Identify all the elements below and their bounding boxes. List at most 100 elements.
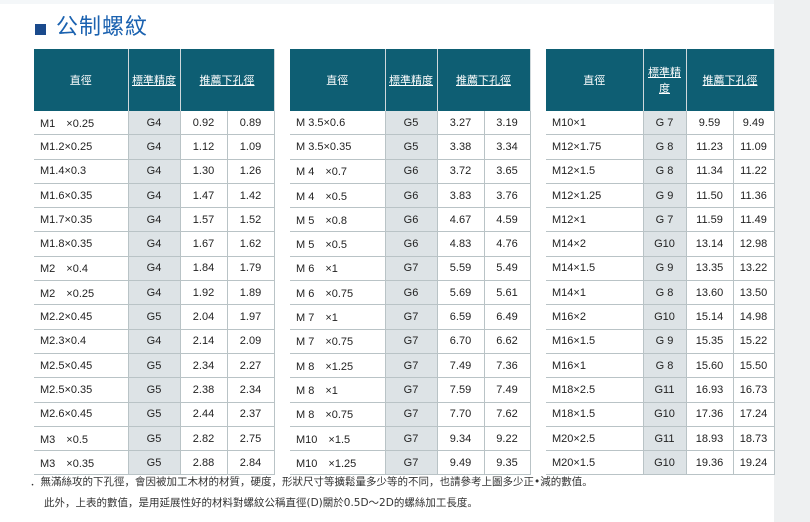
thread-size-cell: M1.2×0.25 [34, 134, 129, 160]
footnotes: ．無滿絲攻的下孔徑，會因被加工木材的材質，硬度，形狀尺寸等擴鬆量多少等的不同，也… [30, 472, 593, 514]
drill-max-cell: 2.09 [227, 329, 275, 354]
drill-max-cell: 7.49 [484, 377, 531, 403]
thread-size-cell: M12×1.75 [546, 134, 644, 160]
drill-max-cell: 18.73 [733, 426, 775, 452]
drill-max-cell: 15.22 [733, 329, 775, 354]
thread-size-cell: M2.3×0.4 [34, 329, 129, 354]
thread-size-cell: M 8 ×0.75 [290, 402, 386, 427]
grade-cell: G 9 [643, 256, 687, 282]
table-row: M 8 ×0.75 G7 7.70 7.62 [290, 402, 531, 427]
thread-size-cell: M1.4×0.3 [34, 159, 129, 184]
drill-min-cell: 7.59 [437, 377, 485, 403]
thread-size-cell: M1.7×0.35 [34, 207, 129, 233]
grade-cell: G10 [643, 402, 687, 427]
grade-cell: G5 [128, 353, 181, 379]
grade-cell: G5 [385, 134, 438, 160]
thread-size-cell: M 6 ×1 [290, 256, 386, 282]
drill-min-cell: 16.93 [686, 377, 734, 403]
thread-table-1: 直徑 標準精度 推薦下孔徑 M1 ×0.25 G4 0.92 0.89 M1.2×0.2… [34, 49, 275, 476]
table-row: M18×1.5 G10 17.36 17.24 [546, 402, 775, 427]
drill-min-cell: 5.69 [437, 280, 485, 306]
grade-cell: G11 [643, 377, 687, 403]
table-row: M 6 ×1 G7 5.59 5.49 [290, 256, 531, 282]
drill-max-cell: 6.49 [484, 304, 531, 330]
grade-cell: G 8 [643, 280, 687, 306]
grade-cell: G7 [385, 329, 438, 354]
drill-min-cell: 5.59 [437, 256, 485, 282]
drill-max-cell: 11.09 [733, 134, 775, 160]
thread-size-cell: M 7 ×0.75 [290, 329, 386, 354]
drill-max-cell: 12.98 [733, 231, 775, 257]
table-row: M1 ×0.25 G4 0.92 0.89 [34, 111, 275, 136]
thread-size-cell: M14×2 [546, 231, 644, 257]
section-heading: 公制螺紋 [35, 10, 148, 40]
table-body: M1 ×0.25 G4 0.92 0.89 M1.2×0.25 G4 1.12 1.09 M1.… [34, 111, 275, 476]
drill-min-cell: 1.84 [180, 256, 228, 282]
table-row: M3 ×0.35 G5 2.88 2.84 [34, 450, 275, 476]
grade-cell: G4 [128, 183, 181, 209]
drill-max-cell: 1.79 [227, 256, 275, 282]
drill-min-cell: 2.44 [180, 402, 228, 427]
drill-min-cell: 1.30 [180, 159, 228, 184]
footnote-line: 此外，上表的數值，是用延展性好的材料對螺紋公稱直徑(D)關於0.5D～2D的螺絲… [44, 497, 478, 509]
header-drill: 推薦下孔徑 [437, 49, 531, 111]
table-row: M 4 ×0.7 G6 3.72 3.65 [290, 159, 531, 184]
thread-size-cell: M10×1 [546, 111, 644, 136]
table-row: M10 ×1.5 G7 9.34 9.22 [290, 426, 531, 452]
table-row: M14×1 G 8 13.60 13.50 [546, 280, 775, 306]
grade-cell: G7 [385, 256, 438, 282]
grade-cell: G6 [385, 207, 438, 233]
table-row: M2.5×0.35 G5 2.38 2.34 [34, 377, 275, 403]
thread-size-cell: M 4 ×0.7 [290, 159, 386, 184]
table-row: M10 ×1.25 G7 9.49 9.35 [290, 450, 531, 476]
drill-max-cell: 9.22 [484, 426, 531, 452]
drill-max-cell: 6.62 [484, 329, 531, 354]
table-row: M 7 ×0.75 G7 6.70 6.62 [290, 329, 531, 354]
table-row: M 7 ×1 G7 6.59 6.49 [290, 304, 531, 330]
table-row: M1.6×0.35 G4 1.47 1.42 [34, 183, 275, 209]
drill-max-cell: 7.62 [484, 402, 531, 427]
drill-max-cell: 3.19 [484, 111, 531, 136]
table-row: M 3.5×0.35 G5 3.38 3.34 [290, 134, 531, 160]
grade-cell: G 9 [643, 183, 687, 209]
drill-min-cell: 9.49 [437, 450, 485, 476]
grade-cell: G4 [128, 134, 181, 160]
thread-size-cell: M2 ×0.4 [34, 256, 129, 282]
table-row: M1.2×0.25 G4 1.12 1.09 [34, 134, 275, 160]
header-grade: 標準精度 [385, 49, 438, 111]
grade-cell: G5 [128, 426, 181, 452]
grade-cell: G10 [643, 231, 687, 257]
thread-size-cell: M 3.5×0.6 [290, 111, 386, 136]
thread-size-cell: M 4 ×0.5 [290, 183, 386, 209]
drill-min-cell: 17.36 [686, 402, 734, 427]
header-size: 直徑 [34, 49, 129, 111]
thread-size-cell: M3 ×0.35 [34, 450, 129, 476]
drill-max-cell: 15.50 [733, 353, 775, 379]
table-body: M 3.5×0.6 G5 3.27 3.19 M 3.5×0.35 G5 3.38 3.34 M… [290, 111, 531, 476]
grade-cell: G7 [385, 304, 438, 330]
table-row: M 5 ×0.5 G6 4.83 4.76 [290, 231, 531, 257]
grade-cell: G 7 [643, 207, 687, 233]
thread-size-cell: M2.2×0.45 [34, 304, 129, 330]
drill-max-cell: 16.73 [733, 377, 775, 403]
table-row: M2.2×0.45 G5 2.04 1.97 [34, 304, 275, 330]
drill-max-cell: 3.34 [484, 134, 531, 160]
drill-min-cell: 7.70 [437, 402, 485, 427]
thread-size-cell: M 8 ×1.25 [290, 353, 386, 379]
top-strip [0, 0, 810, 4]
drill-max-cell: 2.84 [227, 450, 275, 476]
grade-cell: G4 [128, 207, 181, 233]
thread-size-cell: M12×1.25 [546, 183, 644, 209]
drill-max-cell: 13.22 [733, 256, 775, 282]
grade-cell: G5 [128, 450, 181, 476]
thread-size-cell: M16×1 [546, 353, 644, 379]
drill-min-cell: 13.35 [686, 256, 734, 282]
thread-size-cell: M 8 ×1 [290, 377, 386, 403]
thread-size-cell: M20×2.5 [546, 426, 644, 452]
drill-min-cell: 11.59 [686, 207, 734, 233]
table-row: M 8 ×1.25 G7 7.49 7.36 [290, 353, 531, 379]
table-row: M2 ×0.4 G4 1.84 1.79 [34, 256, 275, 282]
drill-max-cell: 5.61 [484, 280, 531, 306]
grade-cell: G5 [385, 111, 438, 136]
grade-cell: G6 [385, 231, 438, 257]
